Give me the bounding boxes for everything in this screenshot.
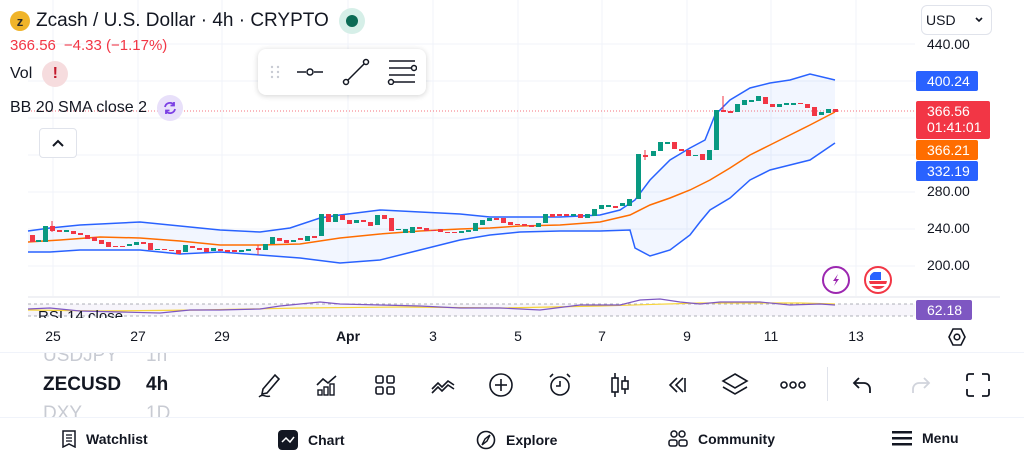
price-tick: 200.00 xyxy=(927,257,970,273)
add-button[interactable] xyxy=(487,371,515,399)
trend-line-icon xyxy=(342,58,370,86)
price-tick: 440.00 xyxy=(927,36,970,52)
zcash-logo-icon: z xyxy=(10,11,30,31)
symbol-option-current[interactable]: ZECUSD 4h xyxy=(43,374,169,395)
last-price-tag: 366.56 01:41:01 xyxy=(916,101,990,139)
indicator-bb[interactable]: BB 20 SMA close 2 xyxy=(10,94,365,122)
chart-toolbar: USDJPY 1h ZECUSD 4h DXY 1D xyxy=(0,352,1024,417)
time-tick: 3 xyxy=(429,328,437,344)
time-tick: 11 xyxy=(763,328,779,344)
indicators-button[interactable] xyxy=(313,371,341,399)
currency-value: USD xyxy=(926,12,956,28)
layouts-button[interactable] xyxy=(371,371,399,399)
time-tick: 5 xyxy=(514,328,522,344)
price-chart[interactable] xyxy=(0,0,1024,350)
currency-dropdown[interactable]: USD xyxy=(921,5,992,35)
horizontal-line-icon xyxy=(297,68,323,76)
time-tick: 25 xyxy=(45,328,61,344)
chart-pane[interactable]: z Zcash / U.S. Dollar · 4h · CRYPTO 366.… xyxy=(0,0,1024,350)
fullscreen-icon xyxy=(966,373,990,397)
symbol-picker[interactable]: USDJPY 1h ZECUSD 4h DXY 1D xyxy=(40,353,180,417)
us-flag-event-icon[interactable] xyxy=(864,266,892,294)
indicator-rsi-label[interactable]: RSI 14 close xyxy=(38,308,124,318)
grid-icon xyxy=(375,375,395,395)
price-change-row: 366.56 −4.33 (−1.17%) xyxy=(10,37,365,54)
price-tick: 280.00 xyxy=(927,183,970,199)
more-dots-icon xyxy=(780,381,806,389)
watchlist-icon xyxy=(62,430,76,448)
chart-legend: z Zcash / U.S. Dollar · 4h · CRYPTO 366.… xyxy=(10,8,365,122)
bb-basis-tag: 366.21 xyxy=(916,140,978,160)
community-icon xyxy=(668,430,688,447)
alarm-clock-icon xyxy=(549,373,571,396)
bottom-navigation: Watchlist Chart Explore Community Menu xyxy=(0,417,1024,461)
compass-icon xyxy=(476,430,496,450)
alert-button[interactable] xyxy=(546,371,574,399)
compare-button[interactable] xyxy=(429,371,457,399)
symbol-option-next[interactable]: DXY 1D xyxy=(43,403,171,417)
price-tick: 240.00 xyxy=(927,220,970,236)
bb-upper-tag: 400.24 xyxy=(916,71,978,91)
chart-icon xyxy=(278,430,298,450)
warning-icon[interactable]: ! xyxy=(42,61,69,87)
indicators-icon xyxy=(316,375,337,396)
rsi-value-tag: 62.18 xyxy=(916,300,972,320)
more-button[interactable] xyxy=(779,371,807,399)
time-tick: 7 xyxy=(598,328,606,344)
indicator-vol-label: Vol xyxy=(10,65,33,82)
nav-watchlist[interactable]: Watchlist xyxy=(62,430,148,448)
chart-settings-icon[interactable] xyxy=(946,326,968,348)
symbol-title-row[interactable]: z Zcash / U.S. Dollar · 4h · CRYPTO xyxy=(10,8,365,34)
candlestick-icon xyxy=(611,373,629,397)
trend-line-tool[interactable] xyxy=(336,52,376,92)
horizontal-line-tool[interactable] xyxy=(290,52,330,92)
last-price: 366.56 xyxy=(10,37,56,54)
compare-icon xyxy=(431,379,455,394)
symbol-option-prev[interactable]: USDJPY 1h xyxy=(43,353,168,366)
nav-explore[interactable]: Explore xyxy=(476,430,557,450)
nav-menu[interactable]: Menu xyxy=(892,430,959,446)
hamburger-menu-icon xyxy=(892,431,912,446)
symbol-title[interactable]: Zcash / U.S. Dollar · 4h · CRYPTO xyxy=(36,10,329,31)
drag-handle-icon[interactable] xyxy=(266,52,284,92)
time-tick: 9 xyxy=(683,328,691,344)
market-status-icon[interactable] xyxy=(338,8,365,34)
chevron-up-icon xyxy=(52,139,64,147)
draw-tool-button[interactable] xyxy=(256,371,284,399)
nav-chart[interactable]: Chart xyxy=(278,430,345,450)
time-tick: Apr xyxy=(335,328,361,344)
pencil-icon xyxy=(258,373,281,398)
time-tick: 27 xyxy=(130,328,146,344)
indicator-vol[interactable]: Vol ! xyxy=(10,60,365,88)
redo-icon xyxy=(912,377,931,393)
rewind-icon xyxy=(668,377,686,393)
replay-button[interactable] xyxy=(664,371,692,399)
nav-community[interactable]: Community xyxy=(668,430,775,448)
collapse-legend-button[interactable] xyxy=(39,128,77,158)
layers-button[interactable] xyxy=(721,371,749,399)
layers-icon xyxy=(721,373,749,395)
time-tick: 29 xyxy=(214,328,230,344)
parallel-channel-tool[interactable] xyxy=(382,52,422,92)
undo-icon xyxy=(852,377,871,393)
time-tick: 13 xyxy=(848,328,864,344)
plus-circle-icon xyxy=(489,373,513,397)
parallel-lines-icon xyxy=(387,60,417,85)
refresh-icon[interactable] xyxy=(156,95,183,121)
bb-lower-tag: 332.19 xyxy=(916,161,978,181)
chart-type-button[interactable] xyxy=(606,371,634,399)
toolbar-divider xyxy=(827,367,828,401)
undo-button[interactable] xyxy=(848,371,876,399)
lightning-event-icon[interactable] xyxy=(822,266,850,294)
price-change: −4.33 (−1.17%) xyxy=(63,37,168,54)
bar-countdown: 01:41:01 xyxy=(927,119,982,135)
drawing-toolbar xyxy=(258,49,426,95)
indicator-bb-label: BB 20 SMA close 2 xyxy=(10,99,147,116)
last-price-value: 366.56 xyxy=(927,103,970,119)
fullscreen-button[interactable] xyxy=(964,371,992,399)
redo-button[interactable] xyxy=(907,371,935,399)
chevron-down-icon xyxy=(975,17,983,23)
